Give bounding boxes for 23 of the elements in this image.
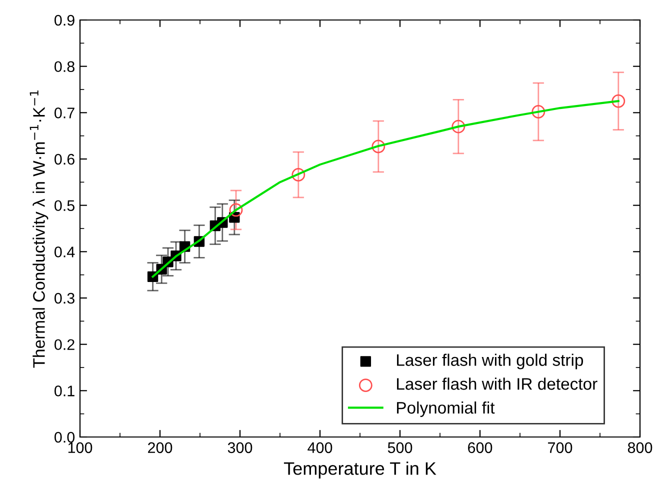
y-tick-label: 0.6 [54,154,74,165]
legend-label: Polynomial fit [397,401,495,417]
x-tick-label: 700 [548,442,572,454]
y-tick-label: 0.0 [54,432,75,443]
legend-label: Laser flash with IR detector [397,378,598,390]
x-tick-label: 800 [628,442,652,454]
x-tick-label: 200 [148,442,172,454]
x-axis-title: Temperature T in K [284,462,436,478]
y-tick-label: 0.4 [54,246,75,258]
x-tick-label: 300 [228,442,252,454]
x-tick-label: 500 [388,442,412,454]
x-tick-label: 100 [68,442,92,454]
legend-label: Laser flash with gold strip [397,354,584,370]
y-tick-label: 0.5 [54,200,74,212]
y-tick-label: 0.2 [54,339,74,350]
y-axis-title: Thermal Conductivity λ in W·m$^{−1}$·K$^{−1}$ [30,90,48,368]
y-tick-label: 0.3 [54,292,74,304]
y-tick-label: 0.8 [54,61,74,72]
x-tick-label: 600 [468,442,492,454]
y-tick-label: 0.9 [54,14,74,26]
x-tick-label: 400 [308,442,332,454]
y-tick-label: 0.1 [54,386,74,396]
y-tick-label: 0.7 [54,108,74,118]
